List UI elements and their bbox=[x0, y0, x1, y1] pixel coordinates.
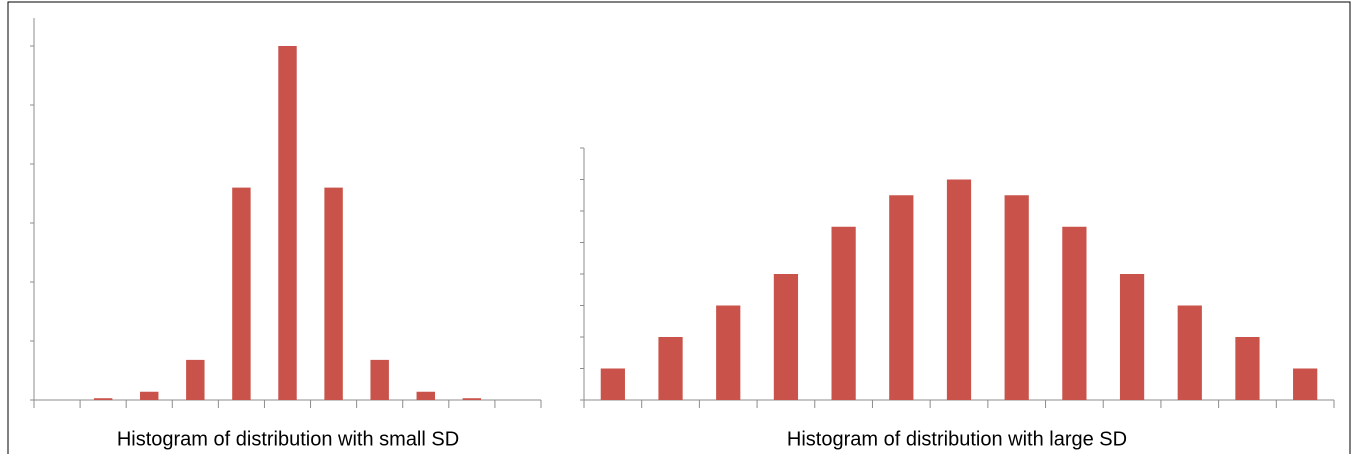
bar bbox=[186, 359, 205, 400]
bar bbox=[1004, 195, 1029, 400]
bar bbox=[416, 391, 435, 400]
bar bbox=[1293, 368, 1318, 400]
frame bbox=[7, 1, 1351, 454]
chart-title: Histogram of distribution with small SD bbox=[117, 428, 459, 450]
bar bbox=[1177, 305, 1202, 400]
bar bbox=[140, 391, 159, 400]
bar bbox=[600, 368, 625, 400]
bar bbox=[773, 274, 799, 400]
bar bbox=[324, 187, 343, 400]
bar bbox=[232, 187, 251, 400]
bar bbox=[462, 398, 482, 400]
bar bbox=[370, 359, 389, 400]
bar bbox=[278, 46, 297, 400]
bar bbox=[889, 195, 914, 400]
bar bbox=[716, 305, 741, 400]
bar bbox=[831, 226, 856, 400]
bar bbox=[1119, 274, 1145, 400]
bar bbox=[658, 337, 683, 400]
bar bbox=[93, 398, 113, 400]
bar bbox=[1062, 226, 1087, 400]
chart-title: Histogram of distribution with large SD bbox=[787, 428, 1127, 450]
bar bbox=[946, 179, 972, 400]
bar bbox=[1235, 337, 1260, 400]
